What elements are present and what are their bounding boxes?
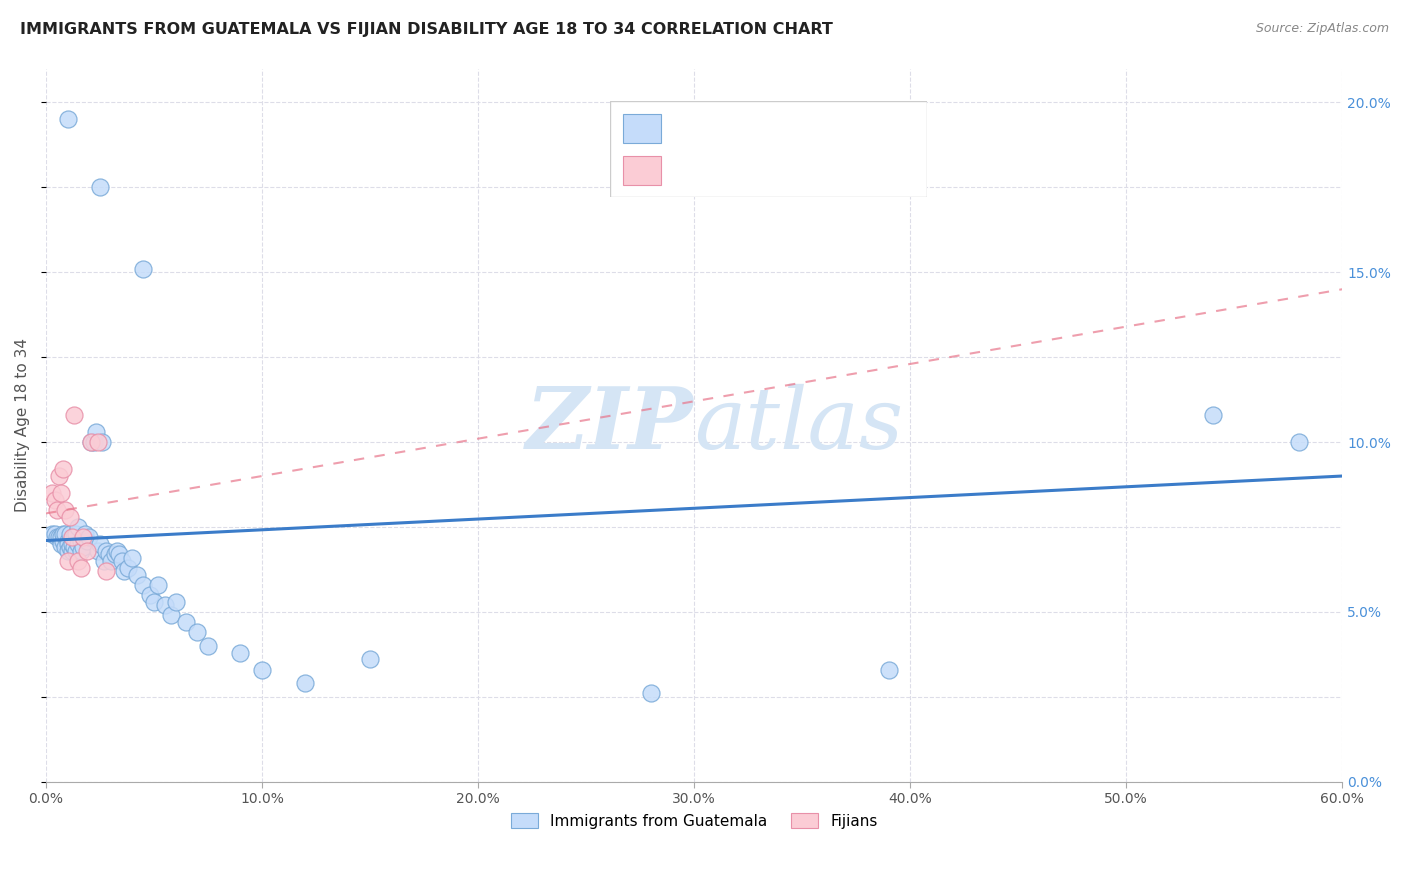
Point [148,577,170,591]
Point [55,526,77,541]
Point [100,554,122,568]
Text: IMMIGRANTS FROM GUATEMALA VS FIJIAN DISABILITY AGE 18 TO 34 CORRELATION CHART: IMMIGRANTS FROM GUATEMALA VS FIJIAN DISA… [20,22,832,37]
Point [44,492,66,507]
Point [132,261,155,276]
Point [45,503,67,517]
Point [67,537,90,551]
Point [55,503,77,517]
Text: Source: ZipAtlas.com: Source: ZipAtlas.com [1256,22,1389,36]
Legend: Immigrants from Guatemala, Fijians: Immigrants from Guatemala, Fijians [505,806,884,835]
Point [97,547,120,561]
Point [176,615,198,629]
Point [117,560,139,574]
Y-axis label: Disability Age 18 to 34: Disability Age 18 to 34 [15,338,30,512]
Point [121,550,143,565]
Point [56,537,79,551]
Point [59,509,82,524]
Point [77,530,100,544]
Point [87,543,110,558]
Point [52,533,75,548]
Point [132,577,155,591]
Point [87,435,110,450]
Point [52,462,75,476]
Point [186,625,208,640]
Point [45,530,67,544]
Point [138,588,160,602]
Point [59,526,82,541]
Point [65,543,87,558]
Point [153,598,176,612]
Point [96,564,118,578]
Point [165,595,187,609]
Point [44,526,66,541]
Point [60,543,83,558]
Point [41,486,63,500]
Point [294,676,316,690]
Point [229,646,252,660]
Point [877,663,900,677]
Point [69,543,91,558]
Point [73,526,96,541]
Point [63,541,86,555]
Point [52,526,75,541]
Point [59,541,82,555]
Point [56,112,79,127]
Point [105,543,128,558]
Point [65,526,87,541]
Point [76,533,98,548]
Point [60,530,83,544]
Point [49,537,72,551]
Point [55,541,77,555]
Point [143,595,166,609]
Point [80,435,103,450]
Point [1201,408,1223,422]
Point [63,408,86,422]
Point [104,547,127,561]
Point [89,180,111,194]
Point [96,543,118,558]
Point [359,652,381,666]
Text: ZIP: ZIP [526,384,695,467]
Point [49,486,72,500]
Point [48,530,70,544]
Point [56,533,79,548]
Point [640,686,662,700]
Point [49,530,72,544]
Point [112,564,135,578]
Point [108,547,131,561]
Point [80,435,103,450]
Point [197,639,219,653]
Point [76,543,98,558]
Point [69,560,91,574]
Point [72,541,94,555]
Point [110,554,132,568]
Text: atlas: atlas [695,384,903,467]
Point [63,530,86,544]
Point [56,554,79,568]
Point [67,554,90,568]
Point [160,608,183,623]
Point [91,435,114,450]
Point [48,469,70,483]
Point [72,530,94,544]
Point [83,435,105,450]
Point [69,533,91,548]
Point [250,663,273,677]
Point [84,425,107,439]
Point [125,567,148,582]
Point [60,537,83,551]
Point [93,554,115,568]
Point [1288,435,1310,450]
Point [41,526,63,541]
Point [89,537,111,551]
Point [67,520,90,534]
Point [56,543,79,558]
